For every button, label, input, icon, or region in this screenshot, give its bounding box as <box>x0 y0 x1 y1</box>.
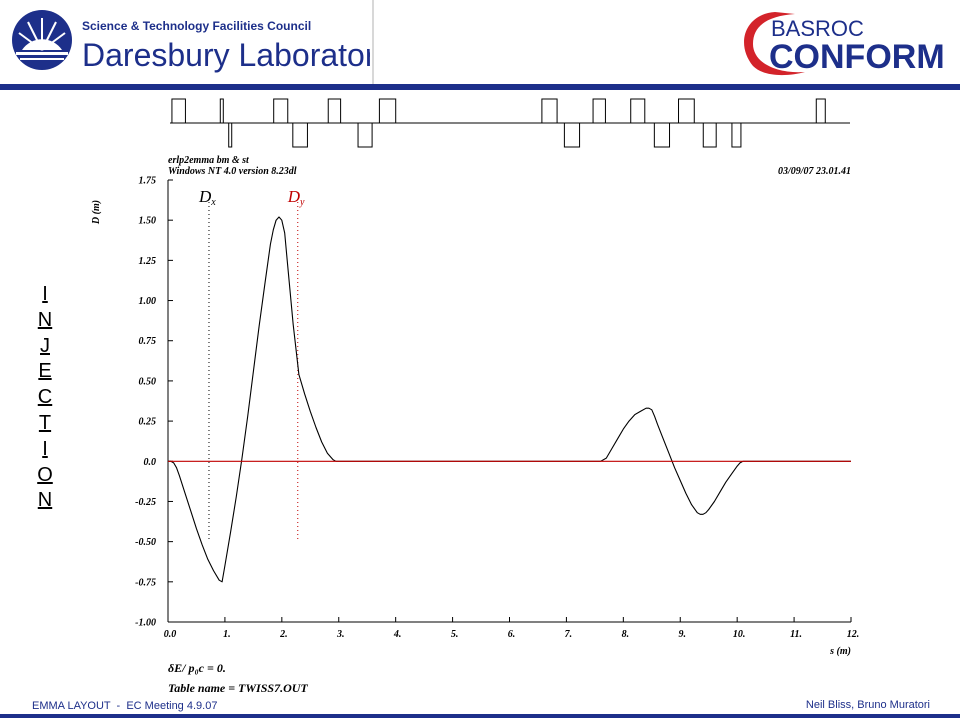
x-tick-label: 0.0 <box>164 629 177 640</box>
y-tick-label: 1.25 <box>139 256 157 267</box>
lattice-focusing-element <box>273 98 289 124</box>
side-letter: T <box>38 411 52 434</box>
lattice-strip <box>170 98 850 148</box>
x-tick-label: 10. <box>733 629 746 640</box>
bottom-rule <box>0 714 960 718</box>
lattice-focusing-element <box>378 98 397 124</box>
basroc-text: BASROC <box>771 16 864 41</box>
side-letter: J <box>40 334 50 357</box>
lattice-focusing-element <box>630 98 646 124</box>
lattice-focusing-element <box>678 98 695 124</box>
x-tick-label: 9. <box>679 629 687 640</box>
x-tick-label: 3. <box>336 629 345 640</box>
lattice-defocusing-element <box>563 122 581 148</box>
lattice-defocusing-element <box>357 122 373 148</box>
x-tick-label: 7. <box>565 629 573 640</box>
lattice-focusing-element <box>815 98 826 124</box>
daresbury-logo: Science & Technology Facilities Council … <box>12 10 370 73</box>
x-axis-label: s (m) <box>829 646 851 657</box>
laboratory-name: Daresbury Laboratory <box>82 37 370 73</box>
side-letter: N <box>37 489 53 512</box>
y-axis-label: D (m) <box>91 200 102 225</box>
chart-header-date: 03/09/07 23.01.41 <box>778 166 851 177</box>
lattice-focusing-element <box>541 98 558 124</box>
y-tick-label: -0.75 <box>135 577 156 588</box>
x-tick-label: 5. <box>451 629 459 640</box>
lattice-defocusing-element <box>702 122 717 148</box>
top-rule <box>0 84 960 90</box>
side-letter: E <box>38 360 52 383</box>
basroc-conform-logo: BASROC CONFORM <box>744 12 945 76</box>
side-letter: O <box>37 463 53 486</box>
y-tick-label: 1.00 <box>139 296 157 307</box>
lattice-defocusing-element <box>228 122 233 148</box>
lattice-focusing-element <box>592 98 606 124</box>
legend-dy-label: Dy <box>287 187 305 208</box>
chart-header-title: erlp2emma bm & st <box>168 155 250 166</box>
chart-footer-table: Table name = TWISS7.OUT <box>168 681 308 695</box>
side-letter: I <box>42 283 48 305</box>
conform-text: CONFORM <box>769 38 945 76</box>
x-tick-label: 6. <box>508 629 516 640</box>
y-tick-label: 1.75 <box>139 176 157 187</box>
lattice-defocusing-element <box>292 122 308 148</box>
header-divider <box>372 0 374 84</box>
lattice-defocusing-element <box>731 122 742 148</box>
y-tick-label: 0.25 <box>139 417 157 428</box>
header: Science & Technology Facilities Council … <box>0 0 960 84</box>
chart-footer-energy: δE/ p₀c = 0. <box>168 661 226 675</box>
y-tick-label: 1.50 <box>139 216 157 227</box>
y-tick-label: -0.50 <box>135 537 156 548</box>
x-tick-label: 4. <box>393 629 402 640</box>
stfc-emblem-icon <box>12 10 72 70</box>
x-tick-label: 1. <box>223 629 231 640</box>
x-tick-label: 8. <box>622 629 630 640</box>
lattice-focusing-element <box>171 98 186 124</box>
footer-authors: Neil Bliss, Bruno Muratori <box>805 699 930 711</box>
dispersion-chart: erlp2emma bm & st Windows NT 4.0 version… <box>91 155 860 695</box>
y-tick-label: 0.50 <box>139 376 157 387</box>
lattice-focusing-element <box>327 98 342 124</box>
x-tick-label: 11. <box>790 629 802 640</box>
x-tick-label: 2. <box>279 629 288 640</box>
footer-meeting: EMMA LAYOUT - EC Meeting 4.9.07 <box>32 700 218 712</box>
y-tick-label: -0.25 <box>135 497 156 508</box>
lattice-focusing-element <box>219 98 224 124</box>
side-letter: I <box>42 437 48 460</box>
side-letter: N <box>37 308 53 331</box>
x-tick-label: 12. <box>847 629 860 640</box>
y-tick-label: -1.00 <box>135 618 156 629</box>
chart-header-version: Windows NT 4.0 version 8.23dl <box>168 166 297 177</box>
stfc-name: Science & Technology Facilities Council <box>82 19 311 33</box>
logo-swoosh-icon <box>744 12 805 76</box>
y-tick-label: 0.75 <box>139 336 157 347</box>
lattice-defocusing-element <box>653 122 671 148</box>
series-dx-line <box>168 216 851 583</box>
y-tick-label: 0.0 <box>144 457 157 468</box>
legend-dx-label: Dx <box>198 187 216 208</box>
side-letter: C <box>37 386 53 409</box>
